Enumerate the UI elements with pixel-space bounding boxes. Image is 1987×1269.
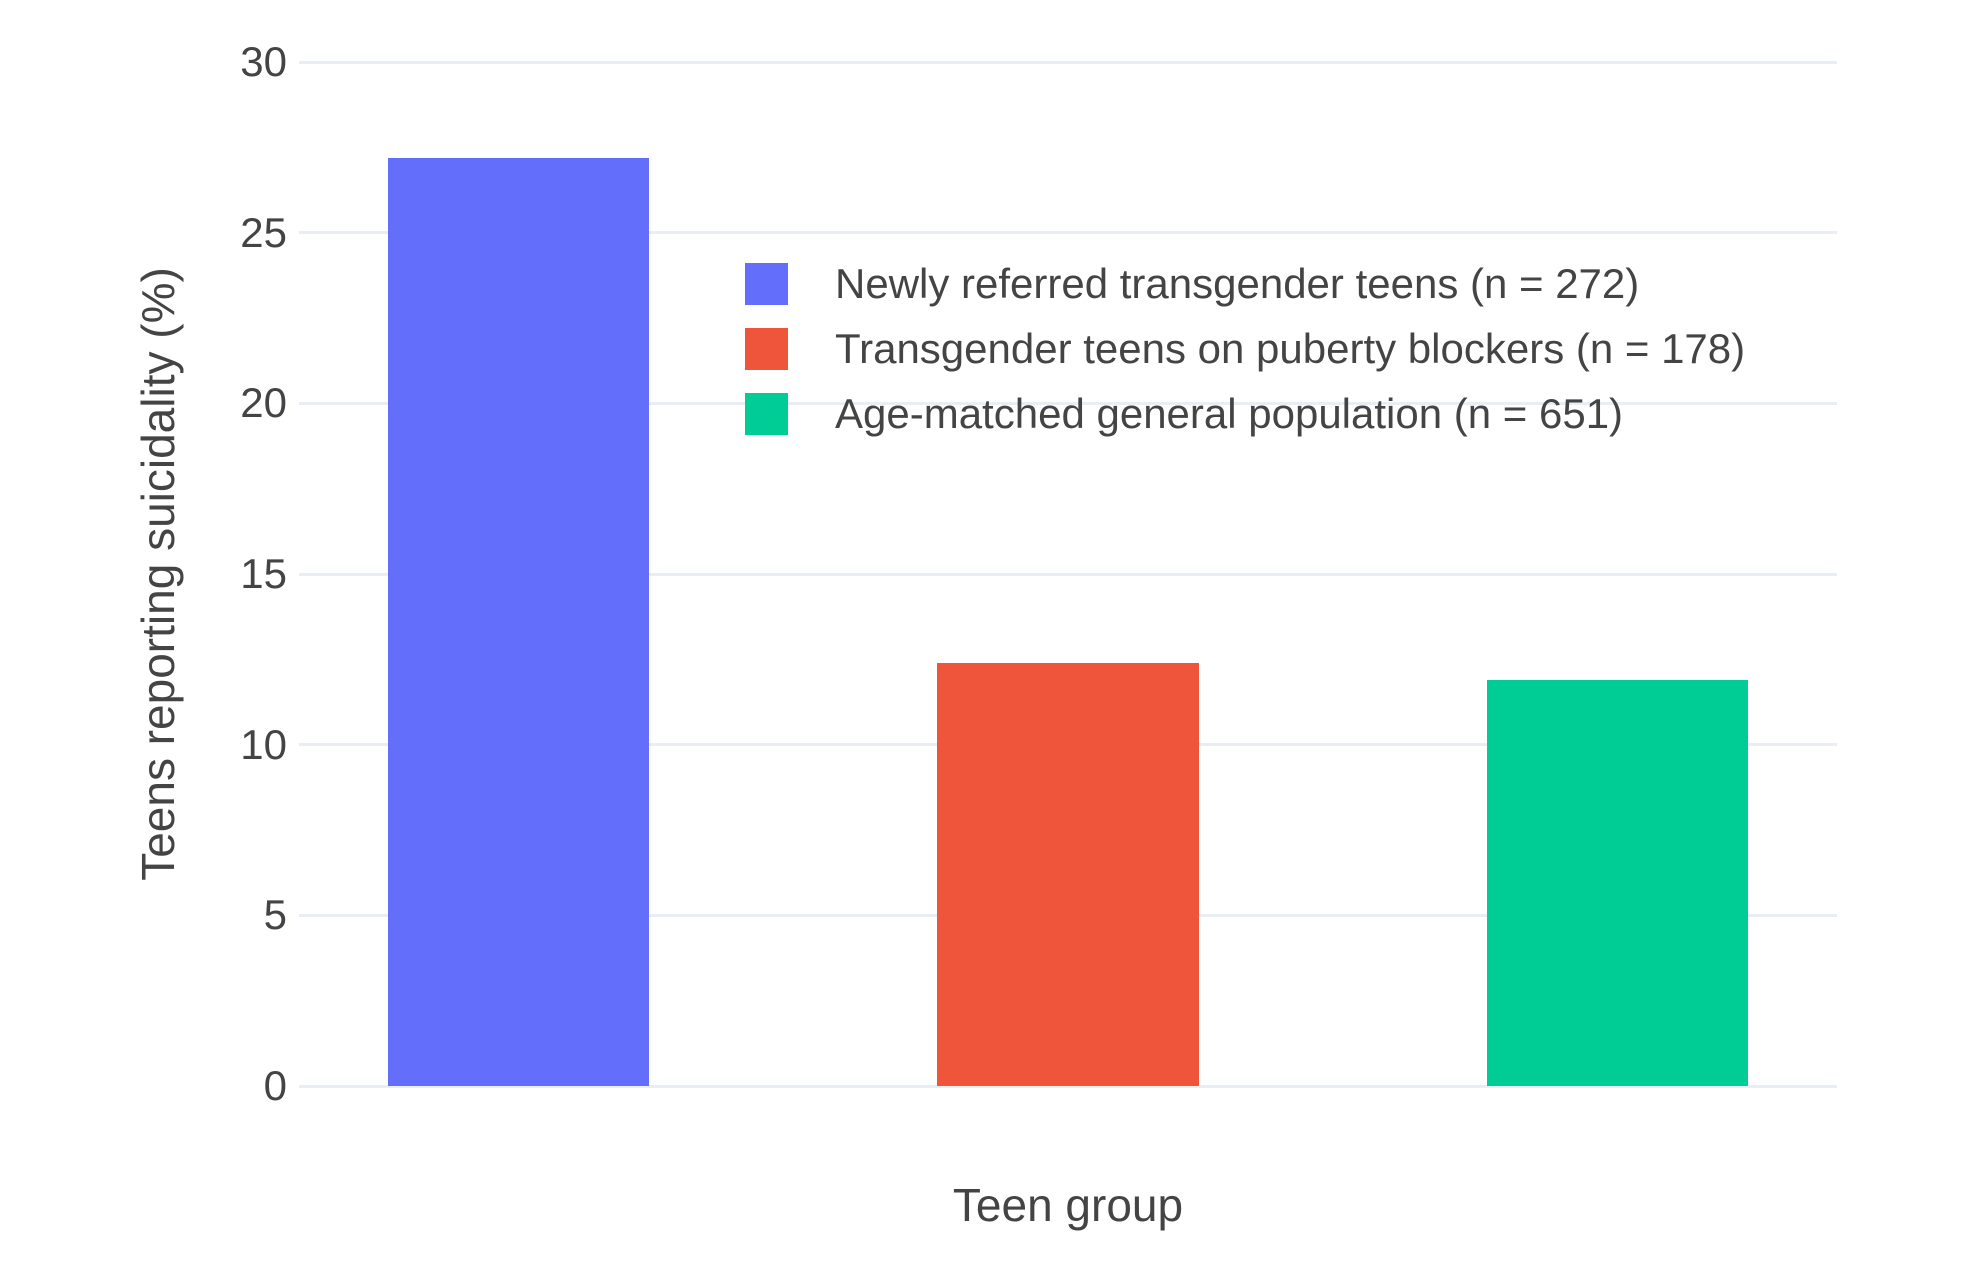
- y-tick-label-20: 20: [240, 379, 287, 427]
- gridline-y-20: [299, 401, 1837, 405]
- gridline-y-15: [299, 572, 1837, 576]
- gridline-y-25: [299, 231, 1837, 235]
- legend-swatch-icon: [745, 328, 788, 370]
- plot-area: [299, 60, 1837, 1088]
- y-tick-label-30: 30: [240, 38, 287, 85]
- legend-label: Newly referred transgender teens (n = 27…: [835, 260, 1640, 307]
- legend-swatch-icon: [745, 263, 788, 305]
- legend-label: Age-matched general population (n = 651): [835, 390, 1624, 437]
- x-axis-title: Teen group: [952, 1179, 1184, 1231]
- y-tick-label-25: 25: [240, 208, 287, 256]
- bar-newly-referred[interactable]: [387, 157, 650, 1086]
- y-tick-layer: 0 5 10 15 20 25 30: [0, 41, 287, 1107]
- gridline-y-30: [299, 60, 1837, 64]
- y-tick-label-15: 15: [240, 550, 287, 597]
- y-tick-label-5: 5: [263, 891, 287, 939]
- legend: Newly referred transgender teens (n = 27…: [745, 260, 1746, 458]
- y-tick-label-0: 0: [263, 1062, 287, 1109]
- legend-swatch-icon: [745, 393, 788, 435]
- legend-label: Transgender teens on puberty blockers (n…: [835, 325, 1746, 372]
- legend-item-0[interactable]: Newly referred transgender teens (n = 27…: [745, 260, 1745, 307]
- bar-general-population[interactable]: [1486, 679, 1749, 1086]
- legend-item-1[interactable]: Transgender teens on puberty blockers (n…: [745, 325, 1746, 372]
- bar-puberty-blockers[interactable]: [937, 662, 1199, 1086]
- gridline-y-0: [299, 1084, 1837, 1088]
- legend-item-2[interactable]: Age-matched general population (n = 651): [745, 390, 1745, 437]
- y-tick-label-10: 10: [240, 720, 287, 768]
